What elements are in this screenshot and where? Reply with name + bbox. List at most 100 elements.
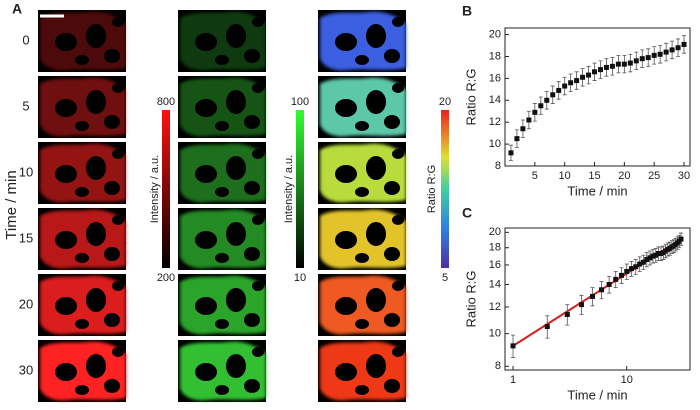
data-point [678, 236, 684, 242]
data-point [564, 312, 570, 318]
row-label: 20 [19, 296, 33, 311]
cell-signal [320, 78, 406, 137]
y-tick-label: 8 [495, 360, 501, 372]
data-point [544, 324, 550, 330]
data-point [657, 51, 663, 57]
colorbar-label: Intensity / a.u. [149, 155, 161, 223]
data-point [663, 49, 669, 55]
y-tick-label: 20 [489, 28, 501, 40]
cell-signal [180, 276, 266, 335]
cell-signal [180, 12, 266, 71]
data-point [633, 58, 639, 64]
cell-signal [320, 144, 406, 203]
y-axis-label: Ratio R:G [463, 68, 478, 125]
data-point [606, 281, 612, 287]
data-point [526, 117, 532, 123]
row-label: 30 [19, 362, 33, 377]
y-axis-label: Ratio R:G [463, 270, 478, 327]
data-point [586, 72, 592, 78]
y-tick-label: 16 [489, 259, 501, 271]
data-point [669, 47, 675, 53]
row-axis-label: Time / min [3, 170, 20, 239]
x-tick-label: 10 [559, 170, 571, 182]
colorbar-max: 100 [291, 96, 309, 108]
x-tick-label: 20 [618, 170, 630, 182]
cell-signal [320, 210, 406, 269]
data-point [639, 56, 645, 62]
data-point [645, 55, 651, 61]
data-point [624, 268, 630, 274]
y-tick-label: 10 [489, 138, 501, 150]
plot-frame [504, 27, 691, 167]
data-point [613, 276, 619, 282]
y-tick-label: 18 [489, 50, 501, 62]
data-point [637, 261, 643, 267]
x-tick-label: 10 [621, 374, 633, 386]
data-point [556, 87, 562, 93]
data-point [590, 293, 596, 299]
x-tick-label: 15 [588, 170, 600, 182]
data-point [615, 61, 621, 67]
data-point [574, 78, 580, 84]
y-tick-label: 10 [489, 328, 501, 340]
colorbar-min: 10 [294, 272, 306, 284]
cell-signal [180, 78, 266, 137]
cell-signal [40, 210, 126, 269]
cell-signal [40, 144, 126, 203]
y-tick-label: 8 [495, 160, 501, 172]
data-point [562, 83, 568, 89]
data-point [681, 41, 687, 47]
colorbar-min: 200 [157, 272, 175, 284]
cell-signal [40, 12, 126, 71]
data-point [650, 253, 656, 259]
data-point [609, 63, 615, 69]
data-point [640, 259, 646, 265]
data-point [510, 343, 516, 349]
data-point [550, 92, 556, 98]
cell-signal [320, 12, 406, 71]
colorbar-max: 20 [439, 96, 451, 108]
data-point [603, 64, 609, 70]
cell-signal [180, 210, 266, 269]
x-tick-label: 1 [510, 374, 516, 386]
panel-label: C [462, 205, 472, 221]
data-point [647, 255, 653, 261]
data-point [532, 109, 538, 115]
y-tick-label: 14 [489, 278, 501, 290]
data-point [619, 272, 625, 278]
cell-signal [40, 342, 126, 401]
plot-frame [504, 227, 691, 371]
x-axis-label: Time / min [567, 387, 627, 402]
colorbar-max: 800 [157, 96, 175, 108]
data-point [655, 251, 661, 257]
colorbar-min: 5 [442, 272, 448, 284]
data-point [508, 150, 514, 156]
row-label: 0 [22, 32, 29, 47]
data-point [644, 257, 650, 263]
data-point [568, 80, 574, 86]
y-tick-label: 12 [489, 301, 501, 313]
data-point [627, 60, 633, 66]
cell-signal [40, 276, 126, 335]
data-point [633, 264, 639, 270]
data-point [538, 103, 544, 109]
data-point [653, 252, 659, 258]
y-tick-label: 18 [489, 242, 501, 254]
y-tick-label: 12 [489, 116, 501, 128]
x-axis-label: Time / min [567, 183, 627, 198]
panel-label: A [12, 1, 22, 17]
colorbar [296, 110, 304, 268]
cell-signal [180, 144, 266, 203]
data-point [580, 74, 586, 80]
y-tick-label: 20 [489, 226, 501, 238]
y-tick-label: 16 [489, 72, 501, 84]
data-point [651, 52, 657, 58]
cell-signal [320, 342, 406, 401]
colorbar-label: Intensity / a.u. [283, 155, 295, 223]
y-tick-label: 14 [489, 94, 501, 106]
colorbar [441, 110, 449, 268]
data-point [544, 97, 550, 103]
data-point [628, 266, 634, 272]
x-tick-label: 5 [532, 170, 538, 182]
data-point [592, 69, 598, 75]
